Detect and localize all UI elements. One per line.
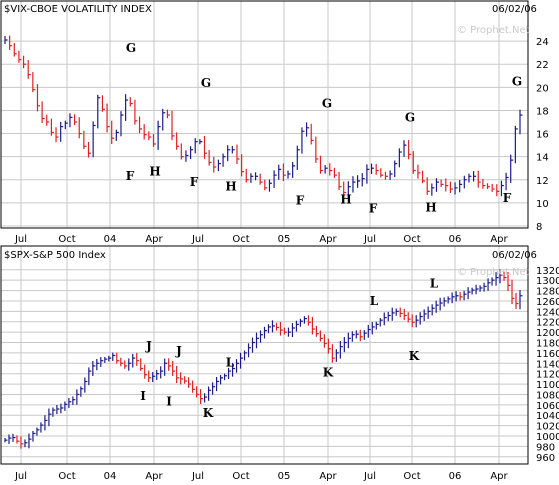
spx-y-tick-label: 1240	[536, 307, 559, 318]
spx-annotation-k: K	[323, 365, 334, 379]
vix-y-tick-label: 22	[536, 60, 549, 71]
vix-y-tick-label: 20	[536, 83, 549, 94]
vix-chart-title: $VIX-CBOE VOLATILITY INDEX	[4, 4, 152, 15]
spx-annotation-j: J	[175, 344, 182, 358]
spx-x-tick-label: Apr	[490, 471, 508, 482]
spx-y-tick-label: 1280	[536, 287, 559, 298]
vix-annotation-g: G	[126, 41, 136, 55]
spx-annotation-l: L	[226, 356, 235, 370]
vix-x-tick-label: Oct	[403, 234, 420, 245]
vix-x-tick-label: Jul	[14, 234, 27, 245]
spx-y-tick-label: 1180	[536, 339, 559, 350]
vix-annotation-g: G	[322, 97, 332, 111]
spx-y-tick-label: 960	[536, 453, 555, 464]
vix-x-tick-label: Apr	[490, 234, 508, 245]
spx-watermark: © Prophet.Net	[457, 267, 530, 278]
spx-y-tick-label: 1160	[536, 349, 559, 360]
vix-annotation-g: G	[405, 110, 415, 124]
spx-y-tick-label: 1140	[536, 359, 559, 370]
vix-x-tick-label: Apr	[319, 234, 337, 245]
spx-plot-frame	[0, 245, 529, 465]
vix-y-tick-label: 14	[536, 153, 549, 164]
spx-x-tick-label: Jul	[14, 471, 27, 482]
vix-chart-date: 06/02/06	[492, 4, 537, 15]
spx-x-tick-label: Apr	[319, 471, 337, 482]
vix-y-tick-label: 10	[536, 199, 549, 210]
vix-annotation-f: F	[503, 191, 512, 205]
vix-x-tick-label: 06	[449, 234, 462, 245]
spx-annotation-l: L	[370, 294, 379, 308]
spx-y-tick-label: 1200	[536, 328, 559, 339]
vix-y-tick-label: 16	[536, 130, 549, 141]
vix-x-tick-label: Oct	[232, 234, 249, 245]
spx-y-tick-label: 1000	[536, 432, 559, 443]
vix-annotation-h: H	[425, 200, 436, 214]
vix-annotation-g: G	[201, 76, 211, 90]
vix-y-tick-label: 12	[536, 176, 549, 187]
spx-y-tick-label: 1100	[536, 380, 559, 391]
spx-x-tick-label: Jul	[363, 471, 376, 482]
spx-chart-title: $SPX-S&P 500 Index	[4, 250, 106, 261]
vix-panel: 8 10 12 14 16 18 20 22 24 Jul Oct 04 Apr Jul Oct 05 Apr J…	[0, 0, 549, 245]
spx-y-tick-label: 1120	[536, 370, 559, 381]
spx-x-tick-label: Jul	[191, 471, 204, 482]
spx-annotation-i: I	[166, 394, 172, 408]
vix-annotation-h: H	[149, 165, 160, 179]
spx-y-tick-label: 1060	[536, 401, 559, 412]
vix-watermark: © Prophet.Net	[457, 25, 530, 36]
spx-annotation-j: J	[145, 339, 152, 353]
spx-y-tick-label: 980	[536, 442, 555, 453]
vix-annotation-f: F	[369, 202, 378, 216]
vix-annotation-h: H	[225, 180, 236, 194]
spx-y-tick-label: 1320	[536, 266, 559, 277]
vix-x-tick-label: Oct	[58, 234, 75, 245]
spx-x-tick-label: Apr	[145, 471, 163, 482]
vix-y-tick-label: 24	[536, 37, 549, 48]
spx-y-tick-label: 1220	[536, 318, 559, 329]
spx-chart-date: 06/02/06	[492, 250, 537, 261]
vix-x-tick-label: Jul	[363, 234, 376, 245]
spx-y-tick-label: 1080	[536, 390, 559, 401]
spx-y-tick-label: 1260	[536, 297, 559, 308]
vix-x-tick-label: Apr	[145, 234, 163, 245]
spx-annotation-k: K	[203, 406, 214, 420]
spx-y-tick-label: 1040	[536, 411, 559, 422]
vix-annotation-g: G	[512, 75, 522, 89]
spx-x-tick-label: Oct	[403, 471, 420, 482]
vix-x-tick-label: Jul	[191, 234, 204, 245]
vix-y-tick-label: 18	[536, 106, 549, 117]
vix-annotation-f: F	[126, 169, 135, 183]
spx-x-tick-label: Oct	[232, 471, 249, 482]
spx-annotation-i: I	[140, 389, 146, 403]
vix-x-tick-label: 05	[278, 234, 291, 245]
spx-y-tick-label: 1300	[536, 276, 559, 287]
spx-x-tick-label: 04	[104, 471, 117, 482]
vix-plot-frame	[0, 0, 529, 229]
spx-x-tick-label: 05	[278, 471, 291, 482]
spx-x-tick-label: Oct	[58, 471, 75, 482]
spx-annotation-l: L	[430, 277, 439, 291]
vix-annotation-f: F	[296, 193, 305, 207]
spx-y-tick-label: 1020	[536, 422, 559, 433]
spx-annotation-k: K	[409, 349, 420, 363]
vix-annotation-f: F	[190, 175, 199, 189]
vix-annotation-h: H	[340, 192, 351, 206]
vix-y-tick-label: 8	[536, 222, 542, 233]
spx-x-tick-label: 06	[449, 471, 462, 482]
vix-x-tick-label: 04	[104, 234, 117, 245]
spx-panel: 9609801000102010401060108011001120114011…	[0, 245, 559, 482]
